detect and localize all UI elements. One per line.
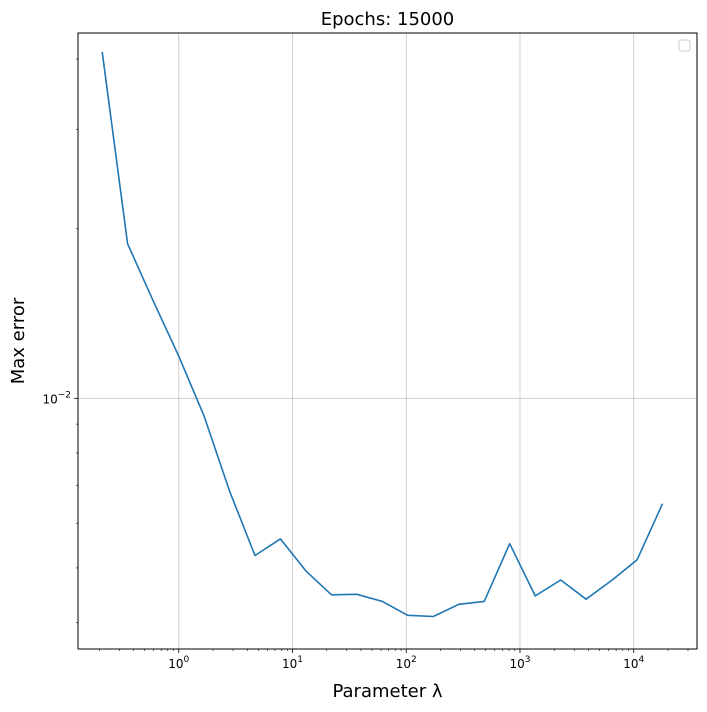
x-tick-label: 104 <box>623 655 644 671</box>
x-axis-label: Parameter λ <box>332 681 442 702</box>
data-point <box>203 415 206 418</box>
x-tick-label: 101 <box>282 655 303 671</box>
y-tick-label: 10−2 <box>42 390 71 406</box>
series-line <box>101 51 664 618</box>
series-layer <box>101 50 664 618</box>
plot-frame <box>77 32 698 650</box>
x-tick-label: 103 <box>509 655 530 671</box>
data-point <box>508 542 511 545</box>
x-tick-label: 102 <box>396 655 417 671</box>
data-point <box>661 502 664 505</box>
data-point <box>228 489 231 492</box>
data-point <box>381 600 384 603</box>
data-point <box>457 603 460 606</box>
data-point <box>636 558 639 561</box>
grid-lines <box>78 33 697 649</box>
data-point <box>101 50 104 53</box>
data-point <box>355 593 358 596</box>
minor-ticks <box>76 58 689 651</box>
data-point <box>610 579 613 582</box>
data-point <box>406 614 409 617</box>
data-point <box>483 600 486 603</box>
data-point <box>559 578 562 581</box>
data-point <box>279 537 282 540</box>
data-point <box>432 615 435 618</box>
data-point <box>585 598 588 601</box>
x-tick-label: 100 <box>168 655 189 671</box>
data-point <box>534 594 537 597</box>
y-axis-label: Max error <box>8 297 29 384</box>
data-point <box>126 242 129 245</box>
major-ticks <box>74 397 635 653</box>
data-point <box>254 554 257 557</box>
data-point <box>330 593 333 596</box>
chart-title: Epochs: 15000 <box>321 9 455 30</box>
data-point <box>177 354 180 357</box>
data-point <box>304 569 307 572</box>
legend-box <box>678 39 691 52</box>
data-point <box>152 299 155 302</box>
